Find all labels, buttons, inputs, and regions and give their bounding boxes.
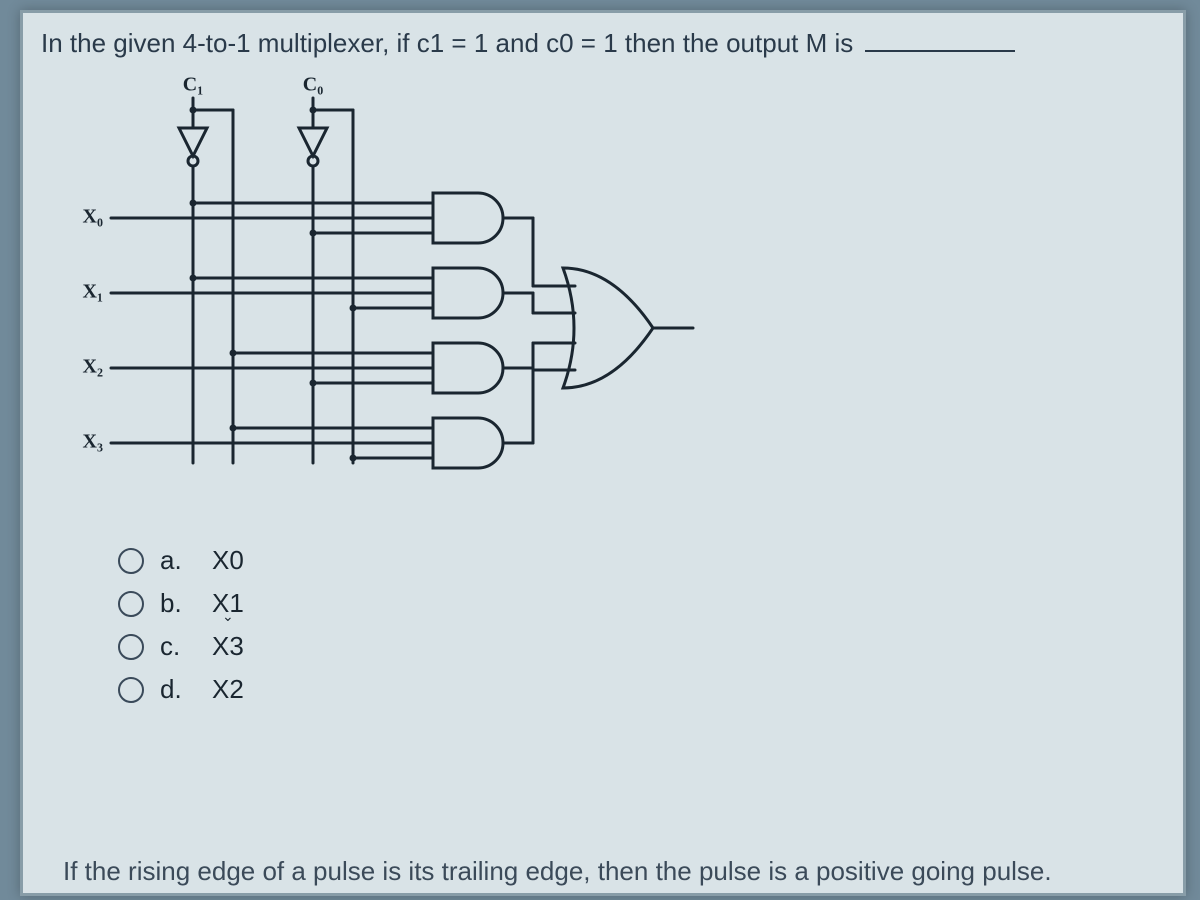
option-d[interactable]: d. X2 [118, 674, 244, 705]
radio-icon [118, 591, 144, 617]
svg-text:C₀: C₀ [303, 74, 323, 96]
radio-icon [118, 634, 144, 660]
options-list: a. X0 b. X1⌄ c. X3 d. X2 [118, 533, 244, 717]
svg-text:C₁: C₁ [183, 74, 203, 96]
radio-icon [118, 548, 144, 574]
next-question-preview: If the rising edge of a pulse is its tra… [63, 856, 1143, 887]
svg-text:X₂: X₂ [83, 356, 103, 378]
question-stem: In the given 4-to-1 multiplexer, if c1 =… [41, 28, 853, 58]
svg-text:X₀: X₀ [83, 206, 103, 228]
option-letter: c. [160, 631, 204, 662]
option-letter: a. [160, 545, 204, 576]
option-value: X0 [212, 545, 244, 576]
question-text: In the given 4-to-1 multiplexer, if c1 =… [41, 28, 1015, 59]
option-letter: b. [160, 588, 204, 619]
option-value: X3 [212, 631, 244, 662]
option-value: X1⌄ [212, 588, 244, 619]
svg-text:X₃: X₃ [83, 431, 103, 453]
option-value: X2 [212, 674, 244, 705]
option-a[interactable]: a. X0 [118, 545, 244, 576]
svg-text:X₁: X₁ [83, 281, 103, 303]
mux-diagram: C₁C₀X₀X₁X₂X₃M [63, 68, 703, 498]
radio-icon [118, 677, 144, 703]
question-card: In the given 4-to-1 multiplexer, if c1 =… [20, 10, 1186, 896]
option-c[interactable]: c. X3 [118, 631, 244, 662]
option-b[interactable]: b. X1⌄ [118, 588, 244, 619]
answer-blank [865, 50, 1015, 52]
option-letter: d. [160, 674, 204, 705]
edit-caret-icon: ⌄ [222, 608, 234, 625]
